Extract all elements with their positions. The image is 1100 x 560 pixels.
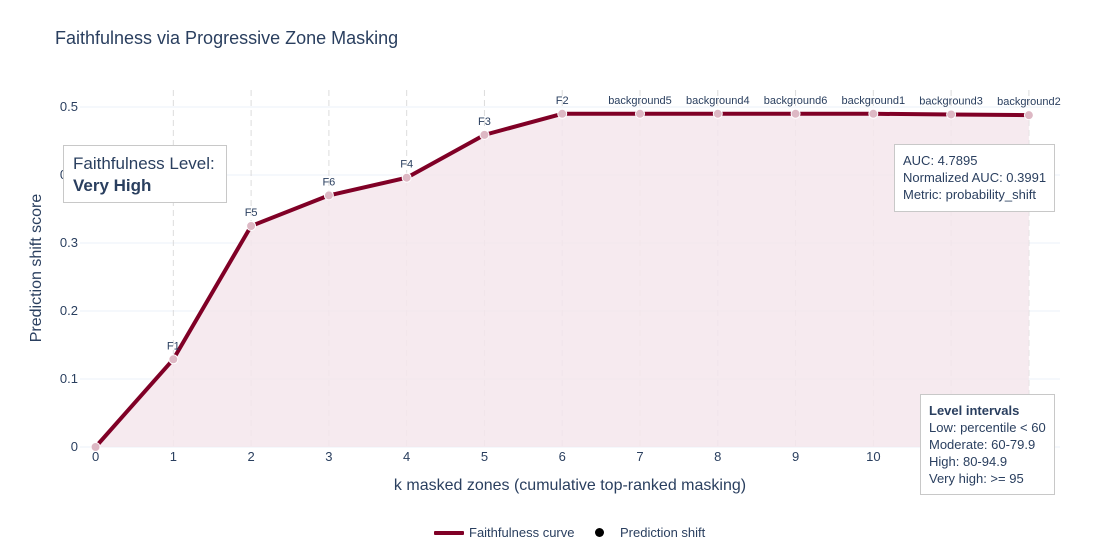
x-tick-label: 5: [481, 449, 488, 464]
interval-moderate: Moderate: 60-79.9: [929, 437, 1036, 452]
data-point: [712, 108, 723, 119]
faithfulness-level-box: Faithfulness Level: Very High: [63, 145, 227, 203]
data-point: [868, 108, 879, 119]
point-label: F3: [478, 116, 491, 128]
point-label: F2: [556, 95, 569, 107]
x-tick-label: 2: [247, 449, 254, 464]
x-tick-label: 3: [325, 449, 332, 464]
x-tick-label: 9: [792, 449, 799, 464]
data-point: [323, 190, 334, 201]
y-tick-label: 0.1: [60, 371, 78, 386]
data-point: [90, 442, 101, 452]
faithfulness-level-label: Faithfulness Level:: [73, 154, 215, 173]
y-axis-title: Prediction shift score: [28, 194, 45, 343]
metric-line: Metric: probability_shift: [903, 187, 1036, 202]
data-point: [946, 109, 957, 120]
data-point: [246, 221, 257, 231]
level-intervals-title: Level intervals: [929, 403, 1020, 418]
level-intervals-box: Level intervals Low: percentile < 60 Mod…: [920, 394, 1055, 495]
x-axis-title: k masked zones (cumulative top-ranked ma…: [394, 477, 746, 494]
point-label: background3: [919, 95, 983, 107]
data-point: [401, 172, 412, 183]
point-label: background1: [842, 95, 906, 107]
data-point: [1023, 110, 1034, 121]
y-tick-label: 0.3: [60, 235, 78, 250]
auc-summary-box: AUC: 4.7895 Normalized AUC: 0.3991 Metri…: [894, 144, 1055, 212]
x-tick-label: 7: [636, 449, 643, 464]
y-tick-label: 0.5: [60, 99, 78, 114]
x-tick-label: 6: [559, 449, 566, 464]
point-label: background2: [997, 96, 1061, 108]
data-point: [479, 129, 490, 140]
interval-high: High: 80-94.9: [929, 454, 1008, 469]
legend-label-curve: Faithfulness curve: [469, 525, 575, 540]
legend-line-swatch: [434, 531, 464, 535]
point-label: background6: [764, 95, 828, 107]
x-tick-label: 10: [866, 449, 880, 464]
point-labels: F1 F5 F6 F4 F3 F2 background5 background4 backgr…: [167, 95, 1061, 352]
data-point: [168, 354, 179, 365]
point-label: F5: [245, 207, 258, 219]
area-under-curve: [95, 113, 1029, 448]
normalized-auc-line: Normalized AUC: 0.3991: [903, 170, 1047, 185]
prediction-shift-points: [90, 108, 1034, 452]
data-point: [790, 108, 801, 119]
y-tick-label: 0: [71, 439, 78, 454]
y-tick-label: 0.2: [60, 303, 78, 318]
point-label: F1: [167, 340, 180, 352]
data-point: [557, 108, 568, 119]
auc-line: AUC: 4.7895: [903, 153, 978, 168]
x-tick-label: 8: [714, 449, 721, 464]
interval-very-high: Very high: >= 95: [929, 471, 1024, 486]
point-label: F6: [322, 176, 335, 188]
area-fill: [95, 113, 1029, 448]
x-tick-label: 0: [92, 449, 99, 464]
faithfulness-level-value: Very High: [73, 176, 152, 195]
x-tick-label: 1: [170, 449, 177, 464]
point-label: F4: [400, 159, 413, 171]
chart-title: Faithfulness via Progressive Zone Maskin…: [55, 28, 399, 48]
x-tick-label: 4: [403, 449, 410, 464]
interval-low: Low: percentile < 60: [929, 420, 1046, 435]
point-label: background5: [608, 95, 672, 107]
point-label: background4: [686, 95, 750, 107]
legend-dot-swatch: [595, 528, 604, 537]
legend-label-points: Prediction shift: [620, 525, 706, 540]
data-point: [635, 108, 645, 119]
